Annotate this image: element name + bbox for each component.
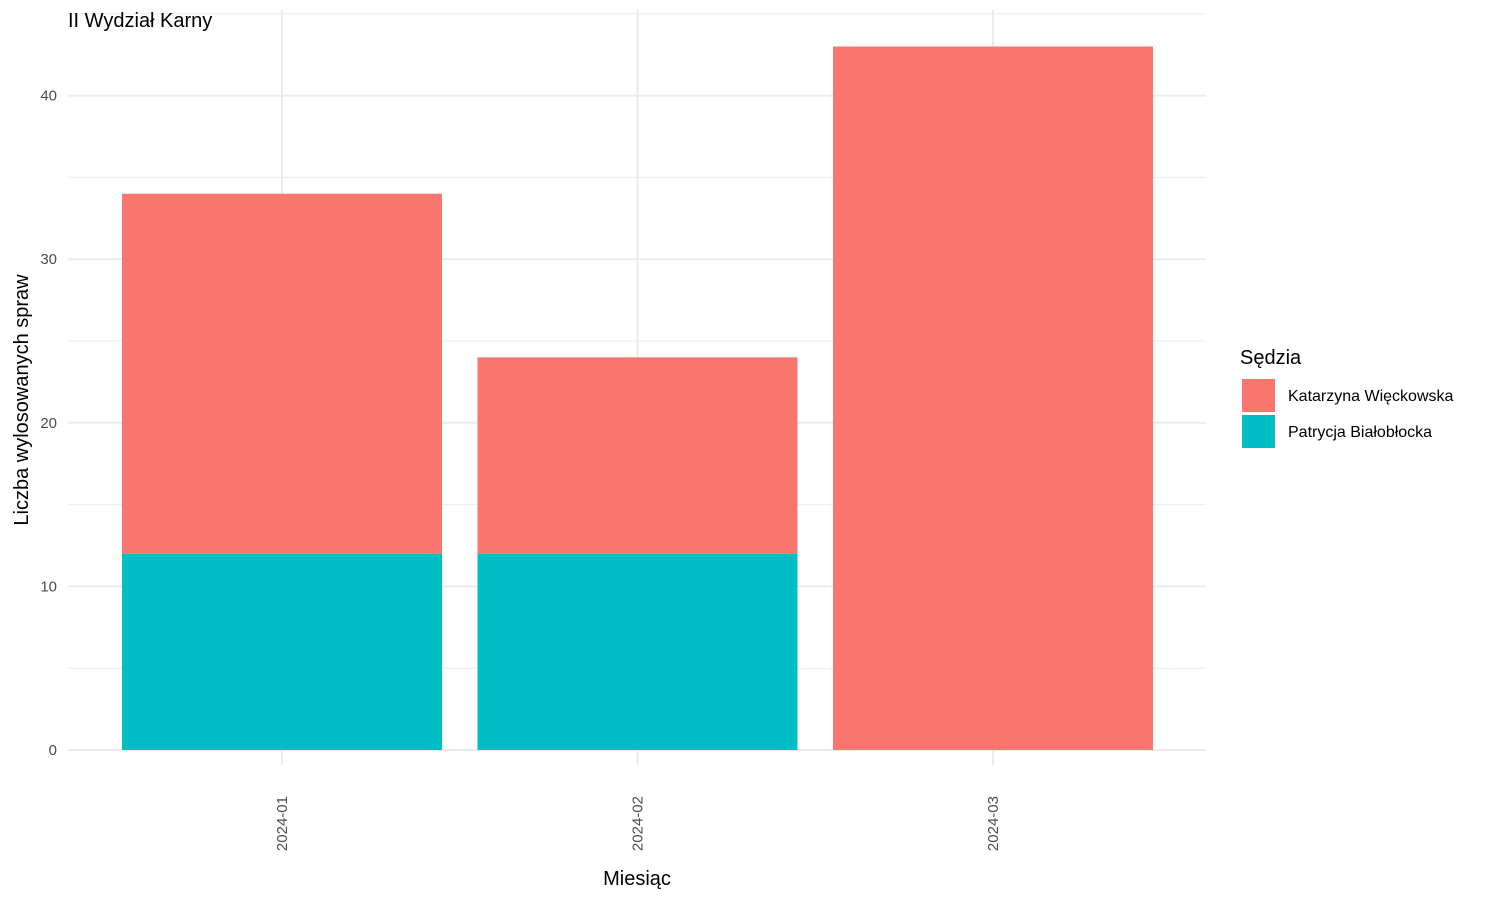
bars — [122, 46, 1153, 750]
x-tick-label: 2024-02 — [630, 796, 647, 851]
chart-title: II Wydział Karny — [68, 10, 212, 32]
x-axis-title: Miesiąc — [603, 868, 671, 890]
x-tick-label: 2024-03 — [985, 796, 1002, 851]
y-axis-title: Liczba wylosowanych spraw — [11, 274, 33, 526]
legend: Sędzia Katarzyna Więckowska Patrycja Biał… — [1240, 347, 1453, 448]
x-axis-ticks: 2024-01 2024-02 2024-03 — [274, 796, 1002, 851]
legend-label-0: Katarzyna Więckowska — [1288, 388, 1453, 405]
y-tick-label: 40 — [40, 88, 57, 105]
bar-2024-03-series-1 — [833, 46, 1153, 750]
bar-2024-02-series-0 — [477, 553, 798, 750]
y-tick-label: 10 — [40, 578, 57, 595]
bar-2024-01-series-0 — [122, 553, 442, 750]
bar-2024-02-series-1 — [477, 357, 798, 554]
legend-label-1: Patrycja Białobłocka — [1288, 424, 1432, 441]
legend-key-1 — [1242, 415, 1275, 448]
y-tick-label: 30 — [40, 251, 57, 268]
y-tick-label: 20 — [40, 415, 57, 432]
bar-2024-01-series-1 — [122, 193, 442, 554]
legend-title: Sędzia — [1240, 347, 1302, 369]
x-tick-label: 2024-01 — [274, 796, 291, 851]
y-axis-ticks: 0 10 20 30 40 — [40, 88, 57, 759]
legend-key-0 — [1242, 379, 1275, 412]
y-tick-label: 0 — [49, 742, 57, 759]
